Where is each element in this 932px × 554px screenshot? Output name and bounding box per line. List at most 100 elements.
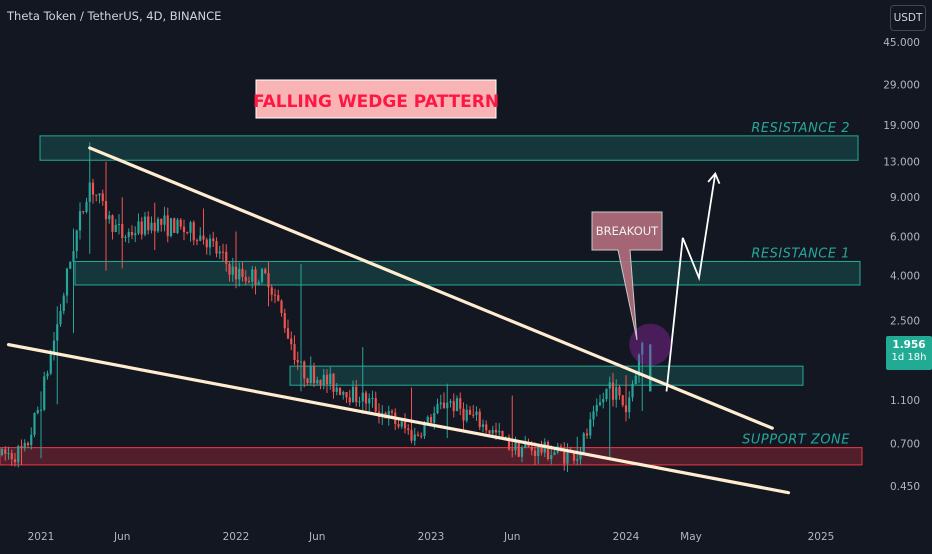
candle-body bbox=[98, 193, 101, 196]
price-tick-label: 45.000 bbox=[883, 37, 920, 49]
last-price-value: 1.956 bbox=[892, 339, 926, 351]
candle-body bbox=[319, 380, 322, 386]
candle-body bbox=[348, 397, 351, 403]
candle-body bbox=[82, 211, 85, 213]
projection-arrowhead bbox=[707, 171, 721, 185]
candle-body bbox=[608, 382, 611, 389]
candle-body bbox=[69, 261, 72, 269]
candle-body bbox=[563, 450, 566, 464]
candle-body bbox=[270, 287, 273, 295]
time-tick-label: 2022 bbox=[223, 531, 250, 543]
candle-body bbox=[511, 449, 514, 451]
symbol-title[interactable]: Theta Token / TetherUS, 4D, BINANCE bbox=[7, 9, 222, 23]
candle-body bbox=[257, 282, 260, 286]
candle-body bbox=[62, 295, 65, 311]
candle-body bbox=[400, 421, 403, 427]
candle-body bbox=[433, 413, 436, 423]
candle-body bbox=[566, 450, 569, 464]
price-tick-label: 4.000 bbox=[890, 270, 920, 282]
candle-body bbox=[121, 224, 124, 238]
candle-body bbox=[179, 219, 182, 227]
candle-body bbox=[192, 222, 195, 241]
price-tick-label: 0.700 bbox=[890, 438, 920, 450]
candle-body bbox=[130, 231, 134, 236]
time-tick-label: 2023 bbox=[418, 531, 445, 543]
candle-body bbox=[260, 269, 264, 283]
candle-body bbox=[4, 449, 7, 454]
candle-body bbox=[153, 222, 156, 232]
candle-body bbox=[59, 310, 62, 325]
candle-body bbox=[530, 446, 533, 451]
candle-body bbox=[91, 182, 95, 195]
candle-body bbox=[416, 434, 420, 436]
resistance-zone bbox=[39, 135, 859, 161]
candle-body bbox=[108, 215, 111, 220]
candle-body bbox=[49, 354, 52, 374]
candle-body bbox=[546, 441, 550, 460]
candle-body bbox=[595, 404, 598, 412]
candle-body bbox=[335, 387, 338, 392]
candle-body bbox=[579, 452, 582, 460]
candle-body bbox=[592, 411, 595, 420]
candle-body bbox=[264, 269, 267, 274]
candle-body bbox=[572, 451, 576, 461]
zone-label: RESISTANCE 2 bbox=[751, 121, 850, 136]
candle-body bbox=[452, 401, 455, 412]
candle-body bbox=[202, 235, 205, 240]
candle-body bbox=[283, 313, 286, 329]
candle-body bbox=[634, 375, 637, 384]
candle-body bbox=[631, 383, 634, 398]
annotations-layer: FALLING WEDGE PATTERN BREAKOUT bbox=[253, 79, 672, 366]
candle-body bbox=[420, 435, 423, 437]
candle-body bbox=[195, 240, 199, 242]
candle-body bbox=[20, 445, 23, 449]
candle-body bbox=[303, 361, 306, 379]
candle-body bbox=[13, 459, 17, 463]
candle-body bbox=[114, 224, 117, 232]
candle-body bbox=[306, 378, 309, 383]
candle-body bbox=[355, 386, 358, 403]
candle-body bbox=[56, 324, 59, 341]
zones-layer: RESISTANCE 2 RESISTANCE 1 SUPPORT ZONE bbox=[0, 121, 863, 466]
candle-body bbox=[199, 235, 202, 241]
candle-body bbox=[46, 373, 49, 377]
candle-body bbox=[140, 221, 143, 235]
candle-body bbox=[585, 433, 589, 436]
candle-body bbox=[361, 392, 364, 402]
candle-body bbox=[273, 294, 277, 296]
candle-body bbox=[491, 429, 494, 434]
time-tick-label: Jun bbox=[503, 531, 520, 543]
candle-body bbox=[205, 239, 208, 248]
candle-body bbox=[36, 410, 39, 413]
candle-body bbox=[390, 411, 394, 413]
candle-body bbox=[465, 409, 468, 421]
time-tick-label: 2025 bbox=[808, 531, 835, 543]
price-tick-label: 9.000 bbox=[890, 192, 920, 204]
candle-body bbox=[85, 201, 88, 212]
candle-body bbox=[368, 398, 371, 404]
candle-body bbox=[111, 215, 114, 232]
pattern-title-background bbox=[255, 79, 497, 119]
candle-body bbox=[498, 430, 501, 433]
candle-body bbox=[442, 402, 446, 409]
time-tick-label: 2021 bbox=[28, 531, 55, 543]
breakout-callout: BREAKOUT bbox=[591, 211, 663, 341]
currency-button[interactable]: USDT bbox=[890, 5, 926, 31]
price-tick-label: 1.100 bbox=[890, 395, 920, 407]
candle-body bbox=[624, 405, 628, 413]
candle-body bbox=[134, 233, 137, 236]
candle-body bbox=[475, 411, 478, 416]
candle-body bbox=[514, 442, 517, 451]
candle-body bbox=[228, 263, 231, 275]
time-tick-label: 2024 bbox=[613, 531, 640, 543]
candle-body bbox=[533, 450, 537, 457]
candle-body bbox=[387, 411, 390, 419]
candle-body bbox=[439, 402, 442, 405]
projection-path bbox=[665, 173, 717, 392]
candle-body bbox=[225, 251, 228, 264]
candle-body bbox=[293, 344, 296, 360]
candle-body bbox=[455, 398, 459, 412]
candle-body bbox=[576, 459, 579, 461]
